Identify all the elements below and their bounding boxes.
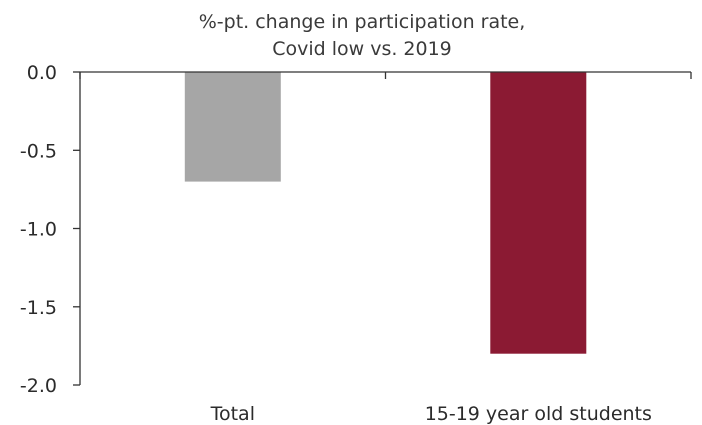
y-tick-label: -1.5	[20, 297, 57, 319]
y-axis-ticks: 0.0 -0.5 -1.0 -1.5 -2.0	[20, 62, 80, 397]
y-tick-label: 0.0	[27, 62, 57, 84]
chart-title-line-2: Covid low vs. 2019	[272, 38, 452, 60]
bar-total	[184, 72, 281, 182]
y-tick-label: -2.0	[20, 375, 57, 397]
chart-title-line-1: %-pt. change in participation rate,	[199, 11, 526, 33]
y-tick-label: -0.5	[20, 140, 57, 162]
axes-group	[79, 71, 692, 385]
chart-title: %-pt. change in participation rate, Covi…	[199, 11, 526, 60]
y-tick-label: -1.0	[20, 219, 57, 241]
category-label: Total	[210, 403, 255, 425]
x-axis-labels: Total 15-19 year old students	[210, 403, 652, 425]
bar-15-19-year-old-students	[490, 72, 587, 354]
bars-group	[184, 72, 587, 354]
category-label: 15-19 year old students	[425, 403, 652, 425]
